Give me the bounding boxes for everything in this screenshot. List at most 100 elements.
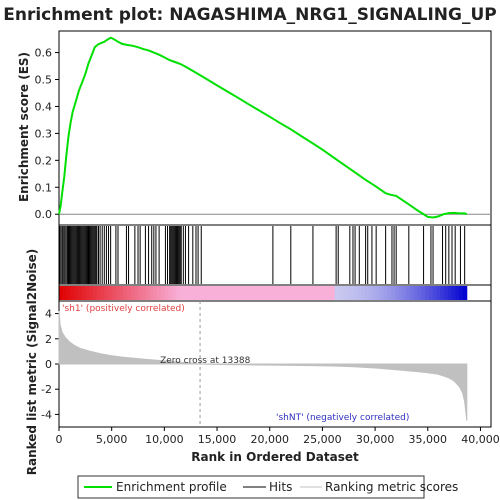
legend-label-ranking-metric: Ranking metric scores [325,480,458,494]
colorbar-segment [293,286,298,300]
colorbar-segment [149,286,154,300]
colorbar-segment [255,286,260,300]
x-tick-label: 10,000 [145,433,184,446]
colorbar-segment [311,286,317,300]
colorbar-segment [134,286,139,300]
colorbar-segment [217,286,222,300]
colorbar-segment [308,286,313,300]
colorbar-segment [323,286,328,300]
es-tick-label: 0.0 [35,208,53,221]
colorbar-segment [406,286,411,300]
colorbar-segment [391,286,396,300]
legend: Enrichment profile Hits Ranking metric s… [77,475,458,499]
colorbar-segment [300,286,305,300]
zero-cross-label: Zero cross at 13388 [160,356,251,366]
colorbar-segment [296,286,302,300]
colorbar-segment [187,286,192,300]
colorbar-segment [92,286,98,300]
colorbar-segment [221,286,226,300]
colorbar-segment [172,286,177,300]
colorbar-segment [327,286,332,300]
colorbar-segment [440,286,445,300]
colorbar-segment [387,286,392,300]
es-tick-label: 0.5 [35,74,53,87]
x-tick-label: 5,000 [96,433,128,446]
colorbar-segment [444,286,449,300]
colorbar-segment [413,286,419,300]
colorbar-segment [244,286,249,300]
colorbar-segment [119,286,124,300]
colorbar-segment [398,286,404,300]
colorbar-segment [126,286,132,300]
colorbar-segment [451,286,456,300]
colorbar-segment [304,286,309,300]
ranked-list-colorbar [59,286,468,300]
x-tick-label: 40,000 [461,433,500,446]
colorbar-segment [274,286,279,300]
colorbar-segment [164,286,169,300]
es-tick-label: 0.3 [35,127,53,140]
metric-tick-label: 4 [45,308,52,321]
colorbar-segment [142,286,147,300]
metric-tick-label: -4 [41,408,52,421]
colorbar-segment [315,286,321,300]
colorbar-segment [281,286,287,300]
colorbar-segment [115,286,120,300]
colorbar-segment [262,286,268,300]
legend-label-enrichment-profile: Enrichment profile [116,480,227,494]
metric-tick-label: 2 [45,333,52,346]
colorbar-segment [232,286,237,300]
es-y-label: Enrichment score (ES) [17,52,31,202]
colorbar-segment [447,286,453,300]
colorbar-segment [123,286,128,300]
x-axis: 0 5,000 10,000 15,000 20,000 25,000 30,000 35,0… [56,427,500,446]
colorbar-segment [202,286,207,300]
colorbar-segment [361,286,366,300]
x-tick-label: 30,000 [356,433,395,446]
colorbar-segment [225,286,230,300]
es-tick-label: 0.6 [35,47,53,60]
colorbar-segment [259,286,264,300]
x-axis-label: Rank in Ordered Dataset [191,450,359,464]
colorbar-segment [338,286,343,300]
es-tick-label: 0.2 [35,154,53,167]
colorbar-segment [402,286,407,300]
colorbar-segment [130,286,136,300]
colorbar-segment [157,286,162,300]
colorbar-segment [228,286,234,300]
colorbar-segment [383,286,388,300]
x-tick-label: 25,000 [303,433,342,446]
colorbar-segment [74,286,79,300]
colorbar-segment [198,286,203,300]
colorbar-segment [270,286,275,300]
colorbar-segment [417,286,422,300]
colorbar-segment [364,286,370,300]
es-tick-label: 0.1 [35,181,53,194]
colorbar-segment [410,286,415,300]
colorbar-segment [85,286,90,300]
colorbar-segment [194,286,200,300]
ranking-metric-area [58,311,468,421]
colorbar-segment [213,286,219,300]
x-tick-label: 15,000 [198,433,237,446]
colorbar-segment [368,286,373,300]
colorbar-segment [425,286,430,300]
x-tick-label: 20,000 [250,433,289,446]
colorbar-segment [372,286,377,300]
colorbar-segment [432,286,438,300]
colorbar-segment [455,286,460,300]
colorbar-segment [319,286,324,300]
colorbar-segment [81,286,86,300]
colorbar-segment [236,286,241,300]
colorbar-segment [145,286,151,300]
x-tick-label: 0 [56,433,63,446]
x-tick-label: 35,000 [409,433,448,446]
colorbar-segment [376,286,381,300]
colorbar-segment [330,286,336,300]
negative-correlation-label: 'shNT' (negatively correlated) [276,413,409,423]
colorbar-segment [247,286,253,300]
colorbar-segment [153,286,158,300]
es-panel-frame [58,30,492,226]
colorbar-segment [191,286,196,300]
